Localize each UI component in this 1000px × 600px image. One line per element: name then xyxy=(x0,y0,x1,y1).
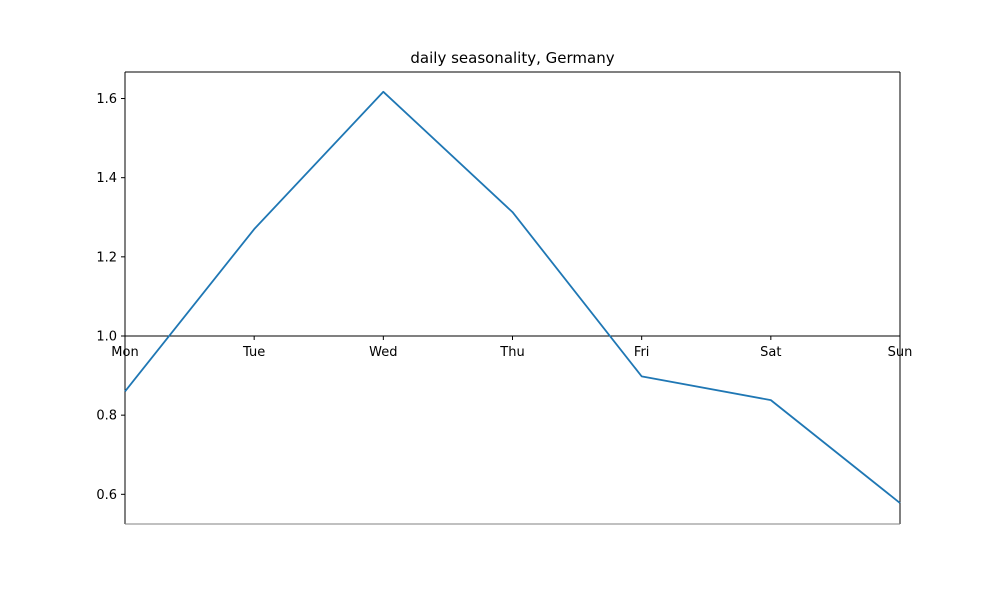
y-tick-label: 1.4 xyxy=(96,171,117,186)
data-point xyxy=(253,228,255,230)
x-tick-label: Thu xyxy=(499,345,524,360)
x-tick-label: Sun xyxy=(888,345,913,360)
chart-title: daily seasonality, Germany xyxy=(410,49,614,67)
y-tick-label: 1.0 xyxy=(96,329,117,344)
plot-area: Mon Tue Wed Thu Fri Sat Sun 0.6 0.8 1.0 1.2 1.4 1.6 xyxy=(96,71,913,525)
data-point xyxy=(641,375,643,377)
data-point xyxy=(382,91,384,93)
data-point xyxy=(512,211,514,213)
y-tick-label: 0.6 xyxy=(96,488,117,503)
x-tick-label: Mon xyxy=(111,345,138,360)
y-tick-label: 1.6 xyxy=(96,92,117,107)
data-point xyxy=(124,390,126,392)
x-tick-label: Tue xyxy=(242,345,265,360)
x-tick-label: Wed xyxy=(369,345,397,360)
x-tick-label: Sat xyxy=(760,345,781,360)
y-tick-label: 0.8 xyxy=(96,409,117,424)
y-tick-label: 1.2 xyxy=(96,250,117,265)
x-tick-label: Fri xyxy=(634,345,650,360)
data-point xyxy=(770,399,772,401)
series-line xyxy=(124,90,901,504)
data-point xyxy=(899,502,901,504)
